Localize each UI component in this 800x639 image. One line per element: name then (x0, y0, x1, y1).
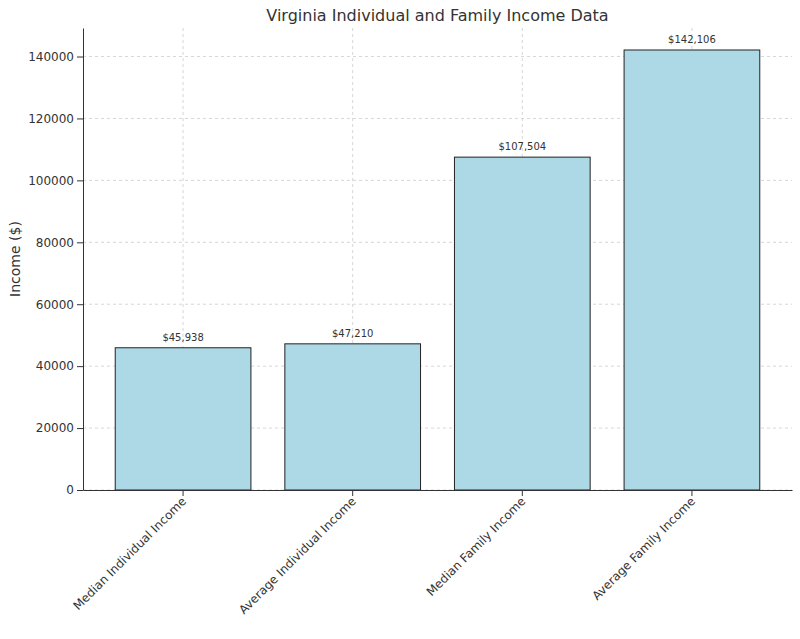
x-tick-mark (183, 490, 184, 496)
chart: $45,938 $47,210 $107,504 $142,106 0 20000 4000… (0, 0, 800, 639)
y-tick-mark (77, 118, 83, 119)
x-axis: Median Individual Income Average Individu… (70, 490, 792, 617)
y-tick-label: 140000 (28, 50, 74, 64)
y-axis: 0 20000 40000 60000 80000 100000 120000 140000 (28, 29, 83, 498)
y-tick-mark (77, 366, 83, 367)
title: Virginia Individual and Family Income Da… (266, 6, 608, 25)
grid (83, 28, 792, 490)
x-tick-label: Average Individual Income (236, 494, 359, 617)
x-tick: Median Individual Income (70, 490, 189, 613)
y-tick: 100000 (28, 174, 83, 188)
bar (624, 50, 760, 490)
x-tick-label: Median Family Income (424, 494, 529, 599)
y-tick: 120000 (28, 112, 83, 126)
y-tick-mark (77, 490, 83, 491)
y-tick-label: 120000 (28, 112, 74, 126)
x-tick: Median Family Income (424, 490, 529, 599)
data-label: $47,210 (332, 328, 373, 339)
x-tick-mark (691, 490, 692, 496)
data-labels: $45,938 $47,210 $107,504 $142,106 (162, 34, 715, 343)
bars (115, 50, 760, 490)
data-label: $45,938 (162, 332, 203, 343)
y-tick: 60000 (36, 298, 83, 312)
y-tick: 40000 (36, 359, 83, 373)
x-tick: Average Individual Income (236, 490, 359, 617)
y-tick-label: 60000 (36, 298, 74, 312)
y-tick-mark (77, 242, 83, 243)
data-label: $142,106 (668, 34, 716, 45)
y-tick: 0 (66, 483, 83, 497)
bar (285, 344, 421, 490)
y-axis-title: Income ($) (7, 221, 23, 297)
bar (454, 157, 590, 490)
y-tick: 20000 (36, 421, 83, 435)
x-tick-label: Average Family Income (589, 494, 698, 603)
y-tick-mark (77, 304, 83, 305)
y-tick-label: 80000 (36, 236, 74, 250)
x-tick: Average Family Income (589, 490, 698, 603)
y-tick: 140000 (28, 50, 83, 64)
x-axis-line (84, 490, 793, 491)
y-tick-label: 0 (66, 483, 74, 497)
y-tick-label: 40000 (36, 359, 74, 373)
y-tick-mark (77, 428, 83, 429)
y-axis-line (83, 29, 84, 491)
y-tick-mark (77, 180, 83, 181)
plot: $45,938 $47,210 $107,504 $142,106 0 20000 4000… (28, 28, 792, 617)
data-label: $107,504 (498, 141, 546, 152)
x-tick-mark (352, 490, 353, 496)
y-tick-label: 20000 (36, 421, 74, 435)
x-tick-mark (522, 490, 523, 496)
y-tick: 80000 (36, 236, 83, 250)
x-tick-label: Median Individual Income (70, 494, 189, 613)
y-tick-mark (77, 57, 83, 58)
bar (115, 348, 251, 490)
y-tick-label: 100000 (28, 174, 74, 188)
